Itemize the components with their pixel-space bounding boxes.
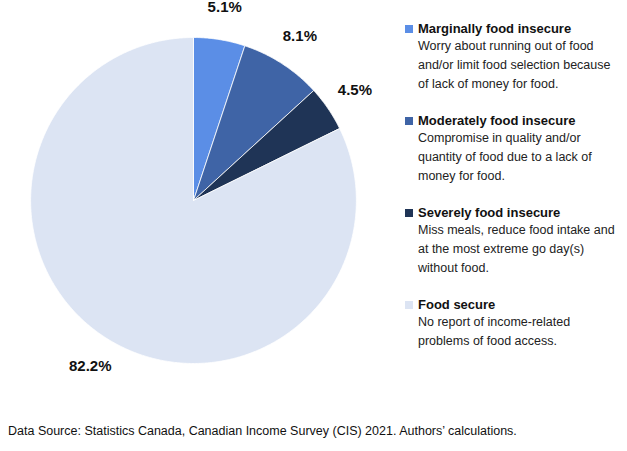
html-text:Miss meals, reduce food intake: Miss meals, reduce food intake and at th…: [418, 223, 615, 275]
html-text:Marginally food insecure: Marginally food insecure: [418, 21, 572, 36]
html-text:Food secure: Food secure: [418, 297, 496, 312]
svg-text:8.1%: 8.1%: [283, 27, 317, 44]
svg-text:82.2%: 82.2%: [69, 357, 112, 374]
html-text:Moderately food insecure: Moderately food insecure: [418, 113, 576, 128]
html-text:Worry about running out of foo: Worry about running out of food and/or l…: [418, 39, 611, 91]
html-text:Severely food insecure: Severely food insecure: [418, 205, 561, 220]
html-text:Data Source: Statistics Canada: Data Source: Statistics Canada, Canadian…: [8, 424, 517, 438]
html-text:No report of income-related pr: No report of income-related problems of …: [418, 315, 571, 348]
svg-text:4.5%: 4.5%: [338, 81, 372, 98]
html-text:Compromise in quality and/or q: Compromise in quality and/or quantity of…: [418, 131, 592, 183]
svg-text:5.1%: 5.1%: [208, 0, 242, 15]
